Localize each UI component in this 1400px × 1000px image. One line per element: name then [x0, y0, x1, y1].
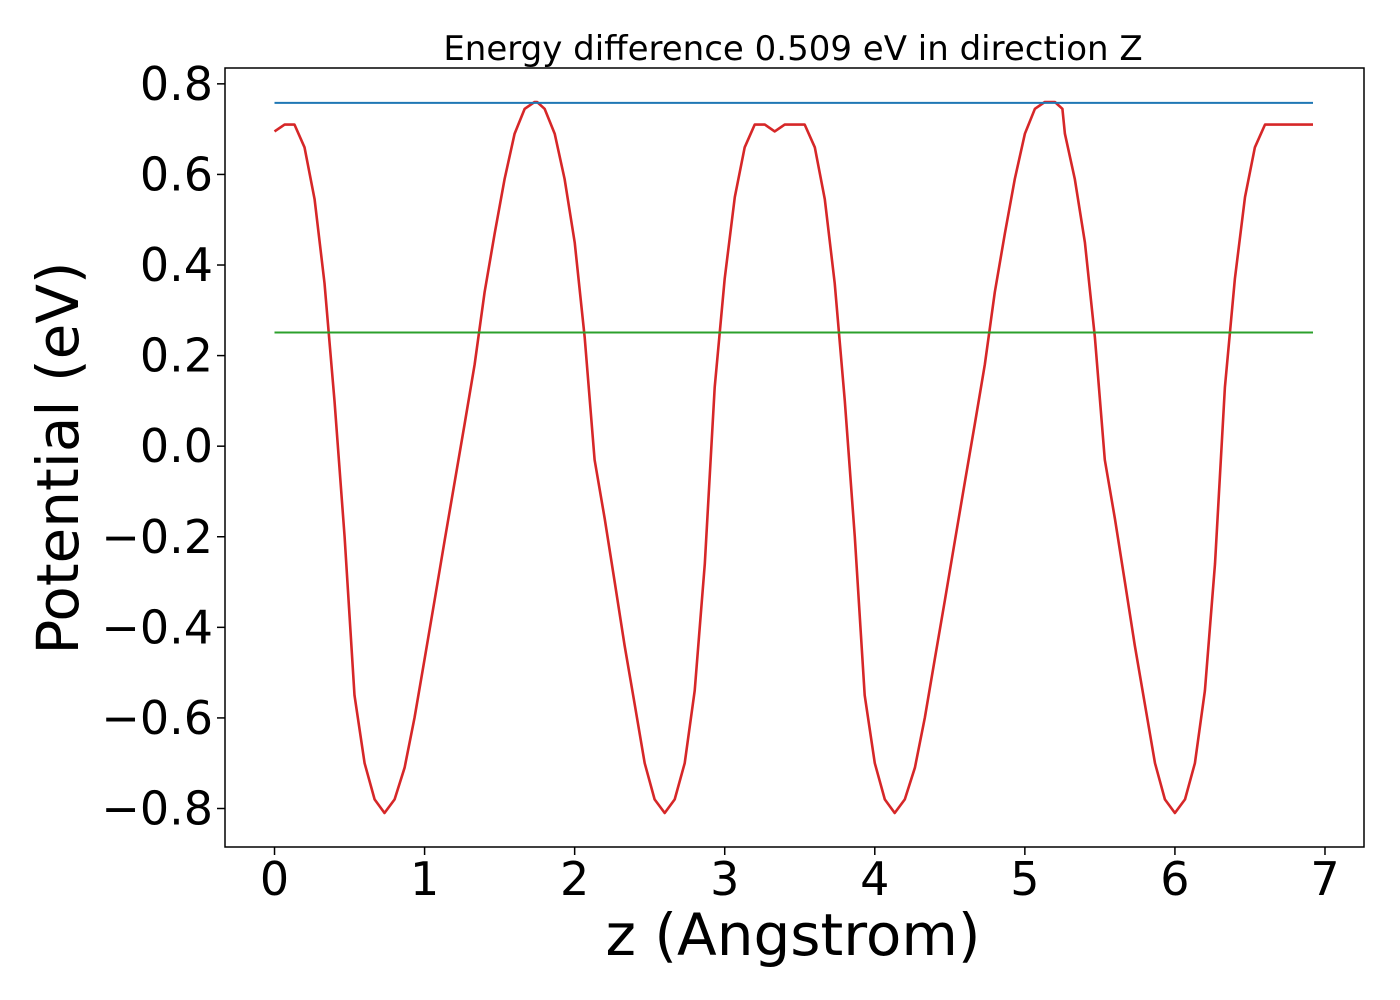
- y-tick-label: 0.2: [140, 329, 213, 383]
- y-tick-label: −0.6: [101, 691, 213, 745]
- y-tick-label: −0.4: [101, 600, 213, 654]
- x-tick-label: 1: [410, 852, 439, 906]
- x-axis-ticks: 0 1 2 3 4 5 6 7: [260, 847, 1340, 906]
- y-axis-label: Potential (eV): [24, 261, 92, 654]
- plot-frame: [224, 67, 1365, 848]
- x-tick-label: 3: [710, 852, 739, 906]
- x-tick-label: 0: [260, 852, 289, 906]
- x-tick-label: 5: [1010, 852, 1039, 906]
- x-axis-label: z (Angstrom): [606, 901, 981, 969]
- y-tick-label: 0.0: [140, 419, 213, 473]
- y-axis-ticks: −0.8 −0.6 −0.4 −0.2 0.0 0.2 0.4 0.6 0.8: [101, 57, 225, 836]
- y-tick-label: 0.4: [140, 238, 213, 292]
- series-layer: [273, 100, 1313, 815]
- y-tick-label: −0.8: [101, 782, 213, 836]
- potential-curve: [273, 100, 1313, 815]
- x-tick-label: 7: [1310, 852, 1339, 906]
- y-tick-label: −0.2: [101, 510, 213, 564]
- chart-title: Energy difference 0.509 eV in direction …: [443, 29, 1142, 69]
- x-tick-label: 4: [860, 852, 889, 906]
- y-tick-label: 0.6: [140, 147, 213, 201]
- x-tick-label: 6: [1160, 852, 1189, 906]
- x-tick-label: 2: [560, 852, 589, 906]
- y-tick-label: 0.8: [140, 57, 213, 111]
